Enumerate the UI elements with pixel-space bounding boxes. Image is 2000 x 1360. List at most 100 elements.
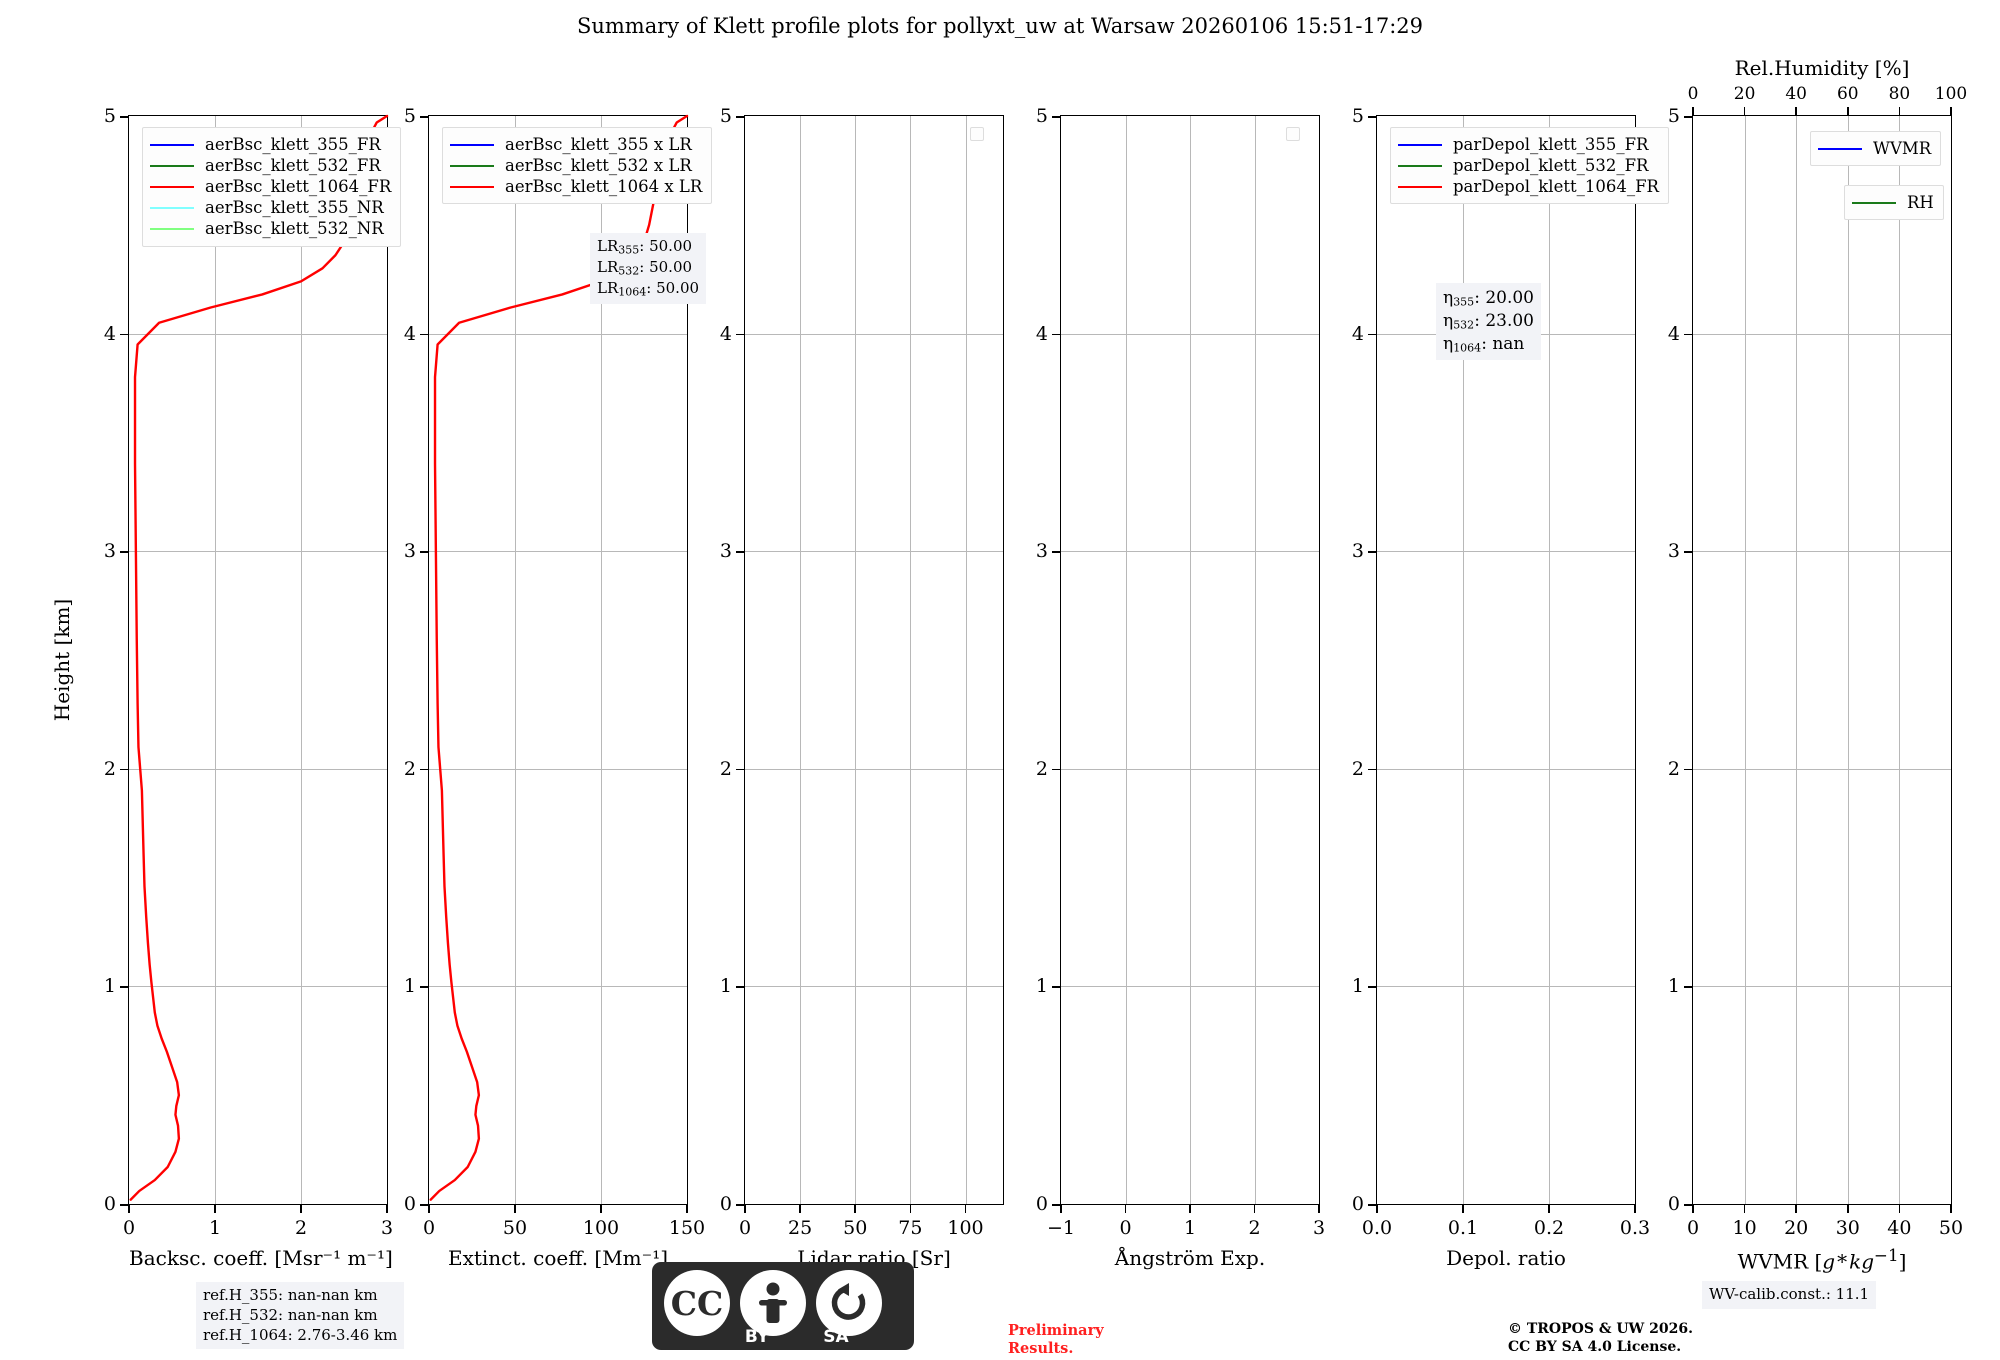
annotation-row: LR532: 50.00 — [597, 257, 693, 278]
x-tick-label: 1 — [208, 1217, 222, 1239]
x-tick-top-label: 40 — [1785, 84, 1808, 104]
legend-wvmr-rh-0: WVMR — [1810, 131, 1942, 167]
x-tick — [1124, 1204, 1127, 1213]
x-tick — [1060, 1204, 1062, 1213]
x-axis-title: WVMR [g * kg−1] — [1737, 1246, 1907, 1274]
legend-swatch — [150, 143, 194, 146]
reference-height-annotation: ref.H_355: nan-nan km ref.H_532: nan-nan… — [196, 1282, 405, 1350]
legend-entry: RH — [1852, 192, 1934, 213]
x-tick-top — [1743, 107, 1746, 116]
x-tick-label: 2 — [294, 1217, 308, 1239]
x-tick — [1847, 1204, 1849, 1213]
x-tick-top-label: 20 — [1733, 84, 1756, 104]
x-tick-top-label: 0 — [1687, 84, 1699, 104]
x-tick-top — [1898, 107, 1901, 116]
gridline-h — [429, 768, 687, 770]
copyright-line-1: © TROPOS & UW 2026. — [1508, 1321, 1693, 1337]
x-tick-label: 1 — [1183, 1217, 1197, 1239]
x-tick-label: 2 — [1248, 1217, 1261, 1239]
plot-panel-wvmr-rh: 0 1 2 3 4 5 0 10 20 30 40 50 WVMR [g * kg−1] 0 20 40 60 8… — [1668, 56, 1967, 1274]
y-tick-label: 3 — [1351, 540, 1364, 563]
refh-355: ref.H_355: nan-nan km — [203, 1286, 378, 1304]
x-tick-label: 3 — [380, 1217, 394, 1239]
y-tick — [1052, 1204, 1061, 1206]
annotation-row: LR1064: 50.00 — [597, 278, 700, 299]
x-tick-label: 10 — [1732, 1217, 1757, 1239]
gridline-h — [1693, 551, 1951, 553]
plot-panel-depol-ratio: 0 1 2 3 4 5 0.0 0.1 0.2 0.3 Depol. ratio — [1352, 105, 1650, 1270]
y-tick-label: 2 — [103, 757, 116, 780]
y-tick — [420, 986, 429, 988]
legend-swatch — [450, 164, 494, 167]
x-tick-label: 0.0 — [1361, 1217, 1393, 1239]
gridline-v — [1125, 116, 1127, 1204]
x-tick — [1898, 1204, 1901, 1213]
y-tick — [736, 986, 745, 988]
y-tick — [736, 333, 745, 336]
y-tick-label: 1 — [103, 975, 116, 998]
x-tick — [1318, 1204, 1320, 1213]
legend-swatch — [1852, 201, 1896, 204]
preliminary-line1: Preliminary — [1008, 1322, 1104, 1339]
gridline-h — [745, 551, 1003, 553]
y-tick — [1052, 333, 1061, 336]
gridline-v — [965, 116, 967, 1204]
x-tick — [799, 1204, 801, 1213]
gridline-v — [855, 116, 857, 1204]
y-tick-label: 0 — [103, 1193, 116, 1215]
x-tick-label: 0 — [1119, 1217, 1132, 1239]
gridline-h — [429, 551, 687, 553]
x-tick-label: 3 — [1312, 1217, 1326, 1239]
y-tick-label: 0 — [1035, 1193, 1048, 1215]
gridline-v — [301, 116, 302, 1204]
gridline-v — [800, 116, 802, 1204]
page-title: Summary of Klett profile plots for polly… — [576, 14, 1424, 38]
x-tick-top — [1692, 107, 1694, 116]
y-tick — [420, 551, 429, 553]
x-tick — [214, 1204, 216, 1213]
legend-label: aerBsc_klett_355_FR — [205, 135, 381, 154]
annotation-row: η355: 20.00 — [1443, 288, 1534, 309]
legend-label: WVMR — [1873, 139, 1932, 158]
x-tick-label: 0 — [738, 1217, 752, 1239]
legend-label: aerBsc_klett_355 x LR — [505, 135, 692, 154]
y-tick — [420, 333, 429, 336]
x-tick — [300, 1204, 302, 1213]
y-tick-label: 2 — [1667, 757, 1680, 780]
y-tick-label: 4 — [1035, 322, 1048, 345]
x-tick-label: −1 — [1046, 1217, 1076, 1239]
legend-label: aerBsc_klett_1064 x LR — [505, 177, 703, 197]
x-tick — [128, 1204, 130, 1213]
plot-panel-angstrom: 0 1 2 3 4 5 −1 0 1 2 3 Ångström Exp. — [1036, 105, 1325, 1270]
plot-panel-lidar-ratio: 0 1 2 3 4 5 0 25 50 75 100 Lidar ratio [Sr] — [720, 105, 1004, 1270]
x-tick — [744, 1204, 746, 1213]
refh-532: ref.H_532: nan-nan km — [203, 1305, 378, 1324]
x-tick-top-label: 60 — [1836, 84, 1859, 104]
y-tick-label: 3 — [1035, 540, 1048, 563]
x-tick-label: 30 — [1835, 1217, 1860, 1239]
y-tick — [120, 333, 129, 336]
y-tick-label: 5 — [719, 105, 732, 127]
y-tick — [420, 116, 429, 118]
legend-swatch — [1398, 164, 1442, 167]
y-tick — [1368, 551, 1377, 553]
x-axis-title: Ångström Exp. — [1114, 1246, 1266, 1270]
legend-swatch — [150, 164, 194, 167]
y-tick-label: 0 — [719, 1193, 732, 1215]
gridline-h — [429, 986, 687, 988]
wv-calibration-annotation: WV-calib.const.: 11.1 — [1702, 1281, 1877, 1309]
top-axis-title: Rel.Humidity [%] — [1734, 56, 1910, 80]
y-tick — [1052, 768, 1061, 771]
gridline-h — [129, 333, 387, 335]
x-axis-title: Extinct. coeff. [Mm⁻¹] — [447, 1246, 669, 1270]
x-tick — [1795, 1204, 1797, 1213]
x-tick — [964, 1204, 967, 1213]
y-tick-label: 1 — [719, 975, 732, 998]
x-tick-label: 100 — [582, 1217, 620, 1239]
gridline-h — [745, 333, 1003, 335]
gridline-v — [215, 116, 216, 1204]
legend-entry: parDepol_klett_355_FR — [1398, 134, 1659, 155]
y-tick — [736, 116, 745, 118]
gridline-h — [745, 986, 1003, 988]
